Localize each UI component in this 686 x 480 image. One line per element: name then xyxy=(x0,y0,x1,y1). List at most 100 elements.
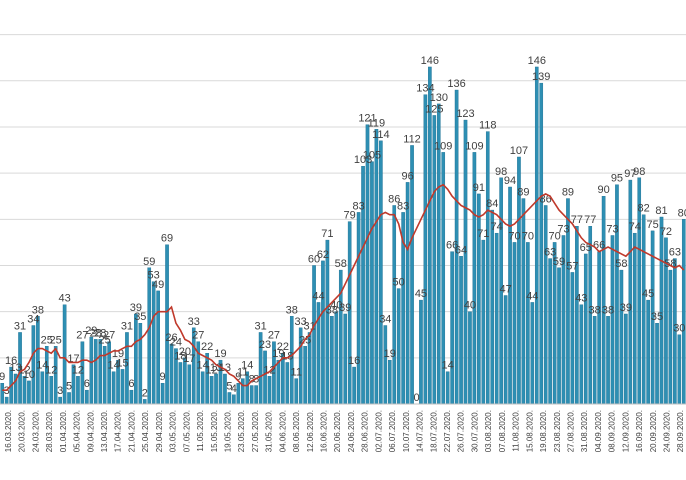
data-label: 96 xyxy=(401,170,413,182)
bar xyxy=(396,288,401,405)
x-tick-label: 11.05.2020. xyxy=(196,410,205,452)
bar xyxy=(187,364,192,405)
bar xyxy=(263,350,267,405)
data-label: 97 xyxy=(624,168,636,180)
data-label: 83 xyxy=(397,200,409,212)
bar xyxy=(432,115,437,405)
data-label: 59 xyxy=(553,256,565,268)
data-label: 5 xyxy=(66,380,72,392)
data-label: 14 xyxy=(36,360,48,372)
x-tick-label: 14.07.2020. xyxy=(416,410,425,452)
data-label: 77 xyxy=(571,214,583,226)
x-tick-label: 28.03.2020. xyxy=(45,410,54,452)
data-label: 39 xyxy=(339,302,351,314)
data-label: 74 xyxy=(491,221,503,233)
data-label: 34 xyxy=(379,314,391,326)
x-tick-label: 18.07.2020. xyxy=(429,410,438,452)
data-label: 146 xyxy=(528,55,546,67)
bar xyxy=(312,265,316,405)
data-label: 13 xyxy=(9,362,21,374)
bar xyxy=(619,269,624,405)
data-label: 74 xyxy=(629,221,641,233)
data-label: 98 xyxy=(633,166,645,178)
data-label: 58 xyxy=(335,258,347,270)
x-tick-label: 22.07.2020. xyxy=(443,410,452,452)
data-label: 30 xyxy=(673,323,685,335)
bar xyxy=(575,226,579,405)
bar xyxy=(160,383,165,405)
bar xyxy=(428,66,432,405)
data-label: 35 xyxy=(651,311,663,323)
bar-series xyxy=(0,66,686,405)
data-label: 123 xyxy=(456,108,474,120)
data-label: 80 xyxy=(678,207,686,219)
bar xyxy=(142,399,147,405)
bar xyxy=(325,239,330,405)
data-label: 107 xyxy=(510,145,528,157)
bar xyxy=(93,339,98,405)
data-label: 62 xyxy=(317,249,329,261)
x-tick-label: 15.05.2020. xyxy=(210,410,219,452)
data-label: 38 xyxy=(286,304,298,316)
data-label: 43 xyxy=(58,293,70,305)
data-label: 81 xyxy=(655,205,667,217)
data-label: 53 xyxy=(148,270,160,282)
bar xyxy=(129,389,134,405)
data-label: 19 xyxy=(272,348,284,360)
data-label: 14 xyxy=(241,360,253,372)
bar xyxy=(392,205,397,405)
data-label: 16 xyxy=(348,355,360,367)
data-label: 22 xyxy=(277,341,289,353)
data-label: 82 xyxy=(638,203,650,215)
x-tick-label: 16.06.2020. xyxy=(320,410,329,452)
x-tick-label: 27.08.2020. xyxy=(566,410,575,452)
data-label: 19 xyxy=(384,348,396,360)
data-label: 22 xyxy=(201,341,213,353)
x-tick-label: 04.09.2020. xyxy=(594,410,603,452)
bar xyxy=(646,299,650,405)
bar xyxy=(477,193,481,405)
bar xyxy=(534,66,539,405)
data-label: 15 xyxy=(116,357,128,369)
bar xyxy=(601,196,606,405)
x-tick-label: 09.04.2020. xyxy=(86,410,95,452)
data-label: 45 xyxy=(415,288,427,300)
x-tick-label: 31.05.2020. xyxy=(265,410,274,452)
bar xyxy=(597,251,601,405)
x-tick-label: 02.07.2020. xyxy=(374,410,383,452)
data-label: 136 xyxy=(447,78,465,90)
bar xyxy=(232,394,236,405)
data-label: 31 xyxy=(254,320,266,332)
data-label: 43 xyxy=(575,293,587,305)
bar xyxy=(485,131,490,405)
bar xyxy=(214,373,218,405)
data-label: 125 xyxy=(425,103,443,115)
data-label: 4 xyxy=(231,383,237,395)
data-label: 28 xyxy=(94,327,106,339)
data-label: 44 xyxy=(526,290,538,302)
bar xyxy=(330,316,334,405)
bar xyxy=(236,383,241,405)
x-tick-label: 13.04.2020. xyxy=(100,410,109,452)
x-tick-label: 23.05.2020. xyxy=(237,410,246,452)
x-tick-label: 24.09.2020. xyxy=(663,410,672,452)
data-label: 121 xyxy=(358,113,376,125)
data-label: 40 xyxy=(330,300,342,312)
x-tick-label: 12.06.2020. xyxy=(306,410,315,452)
data-label: 71 xyxy=(321,228,333,240)
data-label: 16 xyxy=(5,355,17,367)
bar xyxy=(89,336,94,405)
bar xyxy=(267,376,272,405)
bar xyxy=(343,313,348,405)
data-label: 3 xyxy=(57,385,63,397)
bar xyxy=(668,269,673,405)
data-label: 6 xyxy=(128,378,134,390)
data-label: 139 xyxy=(532,71,550,83)
x-tick-label: 31.08.2020. xyxy=(580,410,589,452)
bar xyxy=(209,376,214,405)
data-label: 8 xyxy=(249,374,255,386)
x-tick-label: 10.07.2020. xyxy=(402,410,411,452)
data-label: 5 xyxy=(226,380,232,392)
data-label: 25 xyxy=(41,334,53,346)
